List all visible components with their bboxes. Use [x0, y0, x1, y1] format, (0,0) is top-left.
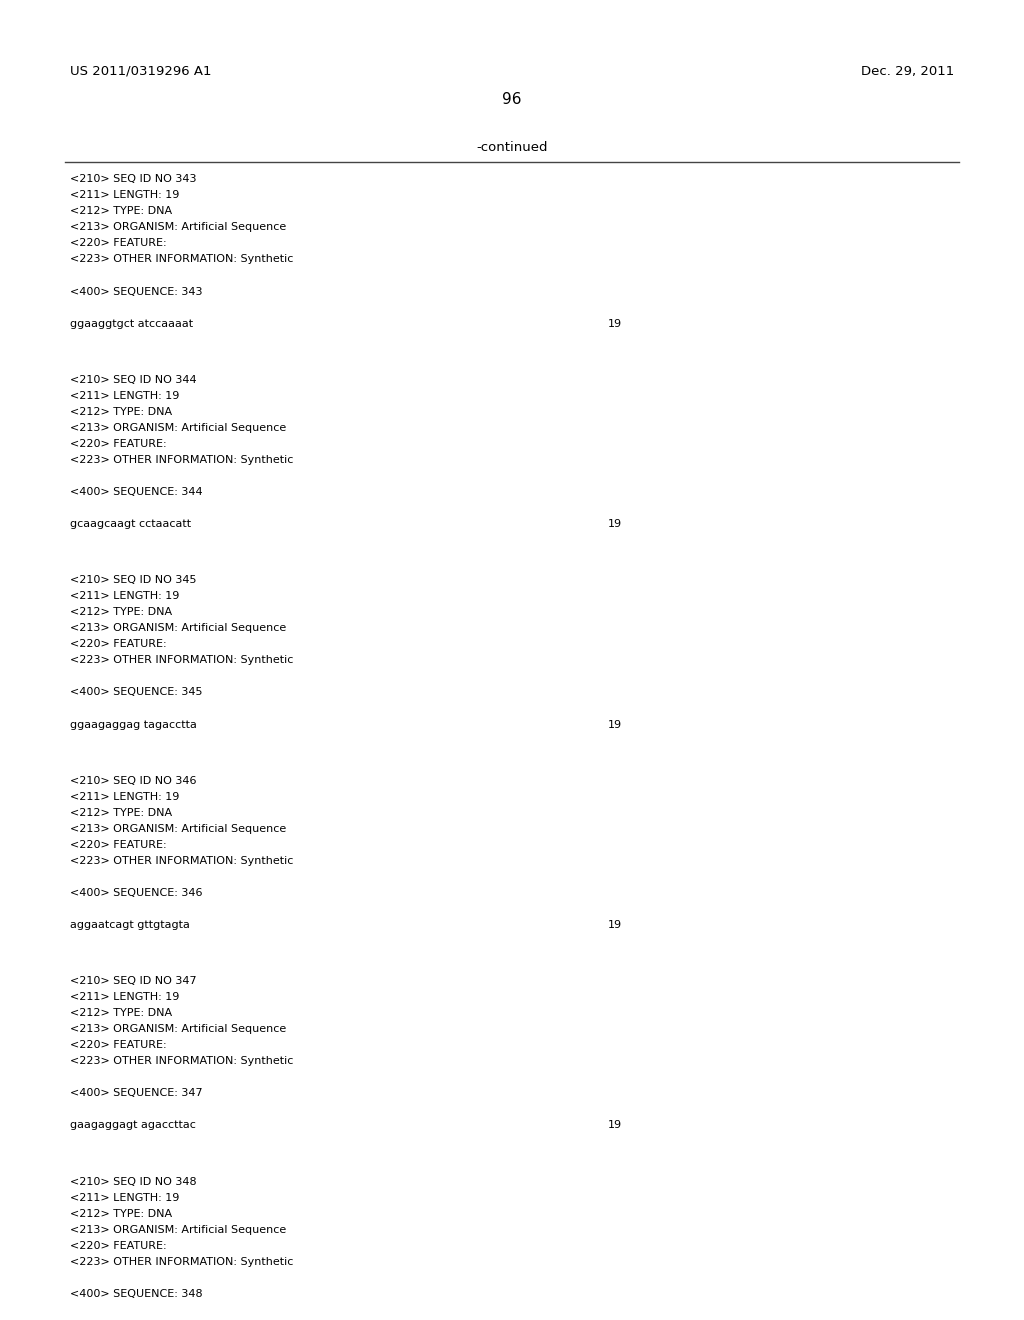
Text: ggaagaggag tagacctta: ggaagaggag tagacctta [70, 719, 197, 730]
Text: <210> SEQ ID NO 347: <210> SEQ ID NO 347 [70, 975, 197, 986]
Text: <212> TYPE: DNA: <212> TYPE: DNA [70, 407, 172, 417]
Text: <223> OTHER INFORMATION: Synthetic: <223> OTHER INFORMATION: Synthetic [70, 455, 293, 465]
Text: <212> TYPE: DNA: <212> TYPE: DNA [70, 206, 172, 216]
Text: <220> FEATURE:: <220> FEATURE: [70, 1241, 166, 1251]
Text: <220> FEATURE:: <220> FEATURE: [70, 639, 166, 649]
Text: <213> ORGANISM: Artificial Sequence: <213> ORGANISM: Artificial Sequence [70, 422, 286, 433]
Text: 19: 19 [608, 920, 623, 931]
Text: <223> OTHER INFORMATION: Synthetic: <223> OTHER INFORMATION: Synthetic [70, 655, 293, 665]
Text: <210> SEQ ID NO 348: <210> SEQ ID NO 348 [70, 1176, 197, 1187]
Text: <400> SEQUENCE: 348: <400> SEQUENCE: 348 [70, 1288, 203, 1299]
Text: <213> ORGANISM: Artificial Sequence: <213> ORGANISM: Artificial Sequence [70, 1225, 286, 1234]
Text: <211> LENGTH: 19: <211> LENGTH: 19 [70, 792, 179, 801]
Text: 19: 19 [608, 1121, 623, 1130]
Text: <400> SEQUENCE: 345: <400> SEQUENCE: 345 [70, 688, 202, 697]
Text: <211> LENGTH: 19: <211> LENGTH: 19 [70, 391, 179, 401]
Text: <212> TYPE: DNA: <212> TYPE: DNA [70, 607, 172, 618]
Text: <213> ORGANISM: Artificial Sequence: <213> ORGANISM: Artificial Sequence [70, 1024, 286, 1035]
Text: <223> OTHER INFORMATION: Synthetic: <223> OTHER INFORMATION: Synthetic [70, 1257, 293, 1267]
Text: <400> SEQUENCE: 347: <400> SEQUENCE: 347 [70, 1089, 203, 1098]
Text: <220> FEATURE:: <220> FEATURE: [70, 1040, 166, 1051]
Text: <212> TYPE: DNA: <212> TYPE: DNA [70, 808, 172, 818]
Text: US 2011/0319296 A1: US 2011/0319296 A1 [70, 65, 211, 78]
Text: <400> SEQUENCE: 344: <400> SEQUENCE: 344 [70, 487, 203, 498]
Text: <210> SEQ ID NO 343: <210> SEQ ID NO 343 [70, 174, 197, 185]
Text: <211> LENGTH: 19: <211> LENGTH: 19 [70, 190, 179, 201]
Text: 96: 96 [502, 92, 522, 107]
Text: aggaatcagt gttgtagta: aggaatcagt gttgtagta [70, 920, 189, 931]
Text: Dec. 29, 2011: Dec. 29, 2011 [861, 65, 954, 78]
Text: <210> SEQ ID NO 344: <210> SEQ ID NO 344 [70, 375, 197, 384]
Text: <210> SEQ ID NO 346: <210> SEQ ID NO 346 [70, 776, 197, 785]
Text: <220> FEATURE:: <220> FEATURE: [70, 840, 166, 850]
Text: <210> SEQ ID NO 345: <210> SEQ ID NO 345 [70, 576, 197, 585]
Text: <211> LENGTH: 19: <211> LENGTH: 19 [70, 591, 179, 601]
Text: <212> TYPE: DNA: <212> TYPE: DNA [70, 1209, 172, 1218]
Text: <212> TYPE: DNA: <212> TYPE: DNA [70, 1008, 172, 1018]
Text: 19: 19 [608, 519, 623, 529]
Text: <223> OTHER INFORMATION: Synthetic: <223> OTHER INFORMATION: Synthetic [70, 855, 293, 866]
Text: ggaaggtgct atccaaaat: ggaaggtgct atccaaaat [70, 318, 193, 329]
Text: <211> LENGTH: 19: <211> LENGTH: 19 [70, 1193, 179, 1203]
Text: <211> LENGTH: 19: <211> LENGTH: 19 [70, 993, 179, 1002]
Text: <400> SEQUENCE: 346: <400> SEQUENCE: 346 [70, 888, 202, 898]
Text: 19: 19 [608, 719, 623, 730]
Text: <220> FEATURE:: <220> FEATURE: [70, 239, 166, 248]
Text: 19: 19 [608, 318, 623, 329]
Text: <213> ORGANISM: Artificial Sequence: <213> ORGANISM: Artificial Sequence [70, 623, 286, 634]
Text: <220> FEATURE:: <220> FEATURE: [70, 438, 166, 449]
Text: <213> ORGANISM: Artificial Sequence: <213> ORGANISM: Artificial Sequence [70, 824, 286, 834]
Text: -continued: -continued [476, 141, 548, 154]
Text: gaagaggagt agaccttac: gaagaggagt agaccttac [70, 1121, 196, 1130]
Text: gcaagcaagt cctaacatt: gcaagcaagt cctaacatt [70, 519, 190, 529]
Text: <400> SEQUENCE: 343: <400> SEQUENCE: 343 [70, 286, 202, 297]
Text: <223> OTHER INFORMATION: Synthetic: <223> OTHER INFORMATION: Synthetic [70, 1056, 293, 1067]
Text: <213> ORGANISM: Artificial Sequence: <213> ORGANISM: Artificial Sequence [70, 222, 286, 232]
Text: <223> OTHER INFORMATION: Synthetic: <223> OTHER INFORMATION: Synthetic [70, 255, 293, 264]
